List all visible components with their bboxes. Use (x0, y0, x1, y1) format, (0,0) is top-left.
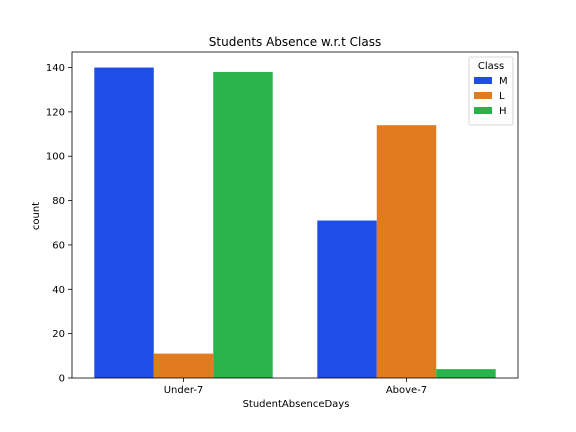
legend-swatch-l (474, 92, 492, 99)
bar-under-7-h (213, 71, 273, 379)
chart-title: Students Absence w.r.t Class (209, 35, 381, 49)
y-tick-label: 100 (46, 152, 65, 163)
plot-area: Under-7 Above-7 0 20 40 60 80 100 120 140 (46, 51, 519, 396)
y-tick-label: 20 (52, 329, 65, 340)
legend-title: Class (478, 61, 504, 72)
bar-above-7-h (436, 369, 496, 378)
y-tick-label: 140 (46, 63, 65, 74)
legend-label-m: M (499, 76, 508, 87)
y-tick-label: 60 (52, 240, 65, 251)
legend-label-l: L (499, 91, 505, 102)
legend-swatch-m (474, 77, 492, 84)
y-tick-label: 40 (52, 285, 65, 296)
bar-above-7-l (376, 125, 437, 378)
legend: Class MLH (468, 56, 514, 126)
y-tick-label: 80 (52, 196, 65, 207)
bar-under-7-l (153, 353, 214, 378)
y-tick-label: 0 (59, 374, 65, 385)
bar-under-7-m (94, 67, 154, 379)
x-tick-label: Above-7 (386, 385, 427, 396)
x-axis-label: StudentAbsenceDays (243, 399, 350, 410)
axes-frame (71, 51, 519, 379)
bar-above-7-m (317, 220, 377, 378)
y-axis-label: count (31, 202, 42, 230)
legend-label-h: H (499, 106, 507, 117)
y-tick-label: 120 (46, 107, 65, 118)
legend-swatch-h (474, 107, 492, 114)
x-tick-label: Under-7 (164, 385, 204, 396)
